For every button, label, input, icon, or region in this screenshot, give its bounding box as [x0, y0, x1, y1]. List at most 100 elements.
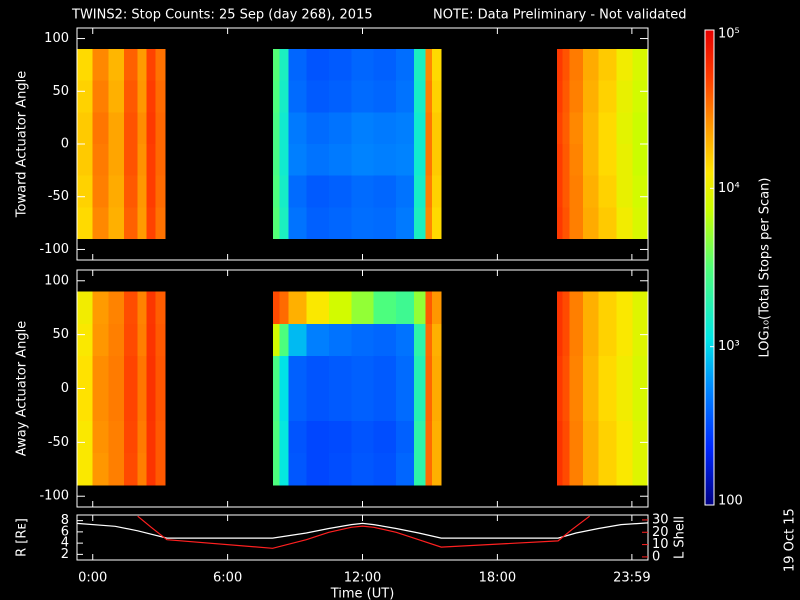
heatmap-cell [137, 112, 148, 144]
heatmap-cell [598, 356, 618, 389]
heatmap-cell [273, 207, 280, 239]
heatmap-cell [432, 112, 442, 144]
y-tick-label: -50 [48, 435, 69, 450]
heatmap-cell [273, 144, 280, 176]
y-axis-title: Away Actuator Angle [15, 321, 30, 456]
heatmap-cell [77, 291, 94, 324]
heatmap-cell [351, 175, 375, 208]
heatmap-cell [556, 356, 564, 389]
heatmap-cell [137, 175, 148, 208]
heatmap-cell [328, 144, 352, 176]
x-tick-label: 12:00 [344, 571, 381, 586]
heatmap-cell [598, 112, 618, 144]
heatmap-cell [556, 323, 564, 357]
y-tick-label: -100 [39, 242, 69, 257]
heatmap-cell [273, 291, 280, 324]
heatmap-cell [562, 291, 570, 324]
heatmap-cell [77, 323, 94, 357]
heatmap-cell [273, 80, 280, 113]
chart-note: NOTE: Data Preliminary - Not validated [433, 8, 687, 23]
heatmap-cell [556, 207, 564, 239]
heatmap-cell [373, 207, 397, 239]
heatmap-cell [616, 80, 633, 113]
heatmap-cell [582, 323, 600, 357]
heatmap-cell [351, 144, 375, 176]
heatmap-cell [396, 144, 415, 176]
heatmap-cell [124, 388, 139, 421]
y-tick-label: 50 [52, 84, 69, 99]
heatmap-cell [598, 388, 618, 421]
heatmap-cell [562, 420, 570, 454]
y-axis-title: R [Rᴇ] [15, 518, 30, 557]
heatmap-cell [328, 453, 352, 486]
heatmap-cell [108, 453, 125, 486]
heatmap-cell [273, 420, 280, 454]
heatmap-cell [569, 49, 584, 81]
heatmap-cell [92, 112, 109, 144]
heatmap-cell [328, 80, 352, 113]
heatmap-cell [328, 207, 352, 239]
heatmap-cell [328, 388, 352, 421]
heatmap-cell [598, 175, 618, 208]
heatmap-cell [425, 420, 433, 454]
heatmap-cell [432, 175, 442, 208]
heatmap-cell [288, 80, 307, 113]
heatmap-cell [569, 291, 584, 324]
y-tick-label: 4 [61, 536, 69, 551]
y-tick-label: 2 [61, 547, 69, 562]
heatmap-cell [124, 453, 139, 486]
heatmap-cell [556, 175, 564, 208]
heatmap-cell [569, 80, 584, 113]
heatmap-cell [77, 49, 94, 81]
heatmap-cell [598, 80, 618, 113]
heatmap-cell [582, 80, 600, 113]
heatmap-cell [373, 112, 397, 144]
heatmap-cell [288, 207, 307, 239]
heatmap-cell [124, 49, 139, 81]
heatmap-cell [373, 453, 397, 486]
heatmap-cell [108, 112, 125, 144]
heatmap-cell [108, 323, 125, 357]
heatmap-cell [351, 80, 375, 113]
heatmap-cell [124, 356, 139, 389]
heatmap-cell [306, 291, 330, 324]
heatmap-cell [77, 453, 94, 486]
heatmap-cell [288, 112, 307, 144]
heatmap-cell [414, 420, 426, 454]
heatmap-cell [137, 80, 148, 113]
heatmap-cell [562, 323, 570, 357]
heatmap-cell [273, 49, 280, 81]
heatmap-cell [137, 207, 148, 239]
y-tick-label: 6 [61, 524, 69, 539]
heatmap-cell [155, 388, 166, 421]
heatmap-cell [137, 356, 148, 389]
heatmap-cell [632, 49, 649, 81]
heatmap-cell [288, 356, 307, 389]
colorbar-tick-label: 10⁵ [718, 27, 740, 42]
heatmap-cell [582, 175, 600, 208]
heatmap-cell [616, 453, 633, 486]
heatmap-cell [306, 420, 330, 454]
heatmap-cell [92, 207, 109, 239]
heatmap-cell [108, 291, 125, 324]
heatmap-cell [582, 420, 600, 454]
heatmap-cell [632, 453, 649, 486]
heatmap-cell [279, 175, 289, 208]
y2-tick-label: 0 [652, 549, 660, 564]
heatmap-cell [155, 144, 166, 176]
heatmap-cell [155, 420, 166, 454]
heatmap-cell [562, 112, 570, 144]
heatmap-cell [279, 49, 289, 81]
heatmap-cell [155, 453, 166, 486]
heatmap-cell [92, 144, 109, 176]
y2-tick-label: 30 [652, 512, 669, 527]
heatmap-cell [146, 80, 157, 113]
heatmap-cell [137, 388, 148, 421]
heatmap-cell [632, 207, 649, 239]
heatmap-cell [425, 323, 433, 357]
heatmap-cell [396, 80, 415, 113]
heatmap-cell [351, 420, 375, 454]
y-tick-label: 0 [61, 381, 69, 396]
